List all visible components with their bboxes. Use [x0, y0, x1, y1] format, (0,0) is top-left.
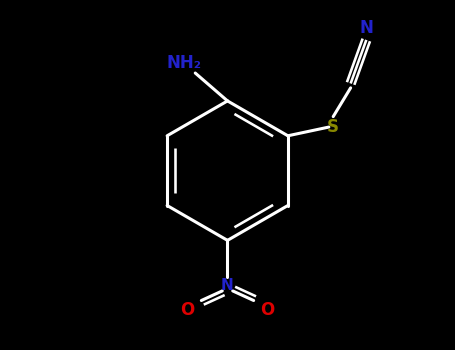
- Text: N: N: [221, 278, 234, 293]
- Text: N: N: [359, 19, 373, 37]
- Text: S: S: [327, 118, 339, 136]
- Text: O: O: [260, 301, 275, 319]
- Text: NH₂: NH₂: [167, 54, 202, 71]
- Text: O: O: [180, 301, 195, 319]
